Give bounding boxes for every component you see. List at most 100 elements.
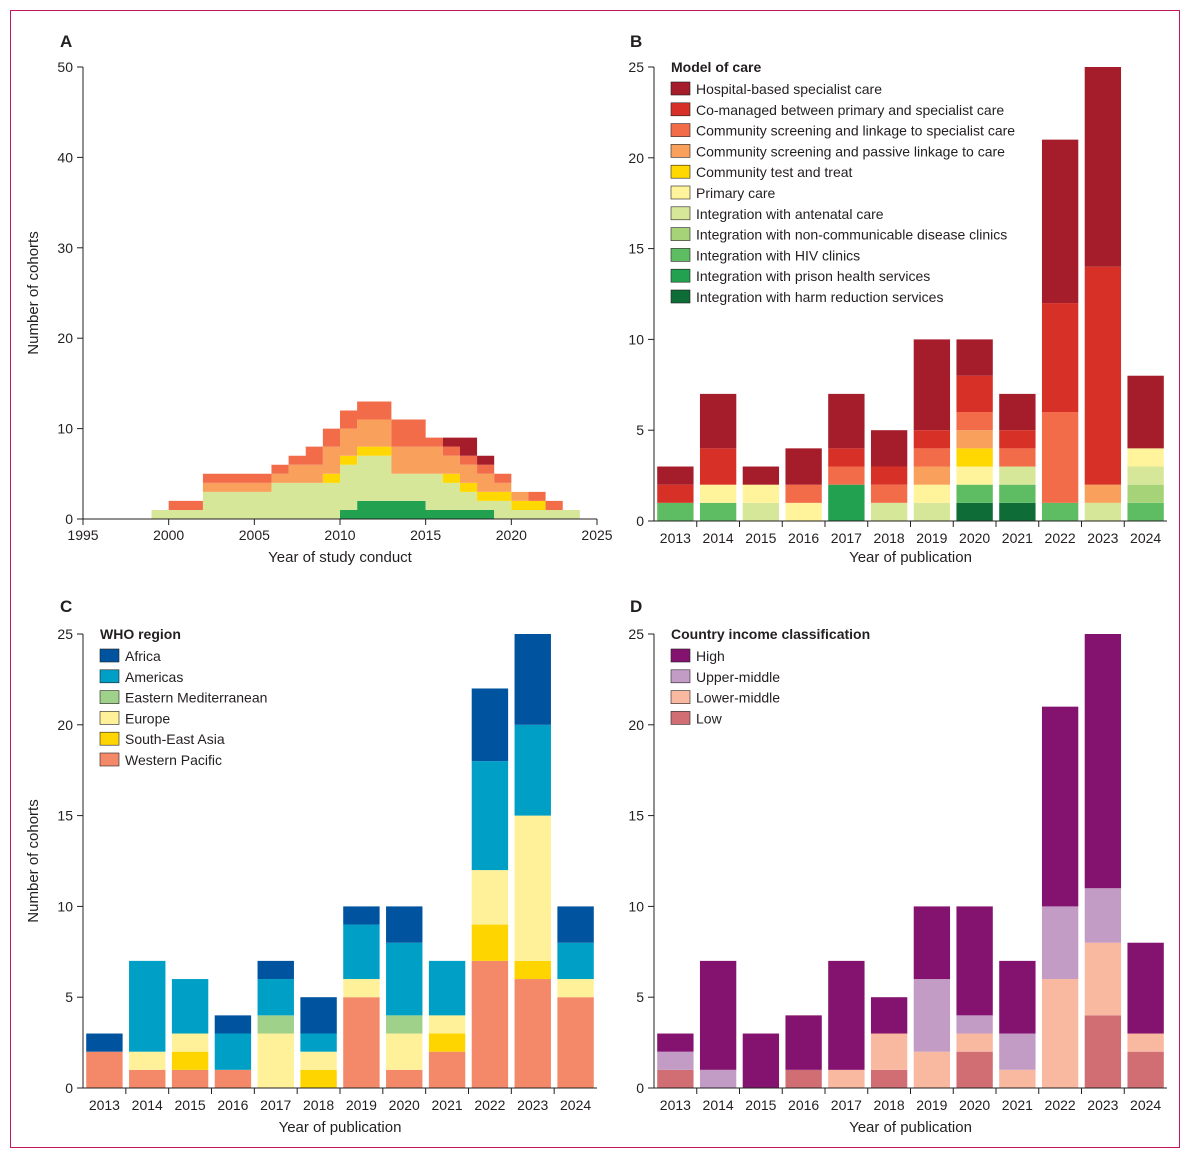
bar-segment <box>870 502 908 521</box>
bar-segment <box>956 375 993 413</box>
bar-segment <box>870 484 908 503</box>
bar-segment <box>699 502 737 521</box>
bar-segment <box>1041 502 1079 521</box>
legend-swatch <box>99 731 120 746</box>
x-axis-label: Year of publication <box>279 1119 402 1136</box>
bar-segment <box>86 1051 123 1088</box>
legend-swatch <box>670 123 691 137</box>
x-tick-label: 2016 <box>788 1097 819 1113</box>
bar-segment <box>1041 906 1079 980</box>
legend-swatch <box>670 711 691 725</box>
bar-segment <box>785 448 822 485</box>
bar-segment <box>557 979 594 998</box>
bar-segment <box>428 1015 466 1034</box>
bar-segment <box>1084 942 1122 1016</box>
bar-segment <box>956 430 993 449</box>
legend-swatch <box>670 669 691 684</box>
bar-segment <box>870 466 908 485</box>
bar-segment <box>214 1015 252 1034</box>
x-tick-label: 2015 <box>745 1097 776 1113</box>
bar-segment <box>1041 139 1079 304</box>
x-tick-label: 2018 <box>874 530 905 546</box>
x-tick-label: 2013 <box>660 530 691 546</box>
x-tick-label: 2017 <box>260 1097 291 1113</box>
bar-segment <box>913 466 951 485</box>
x-tick-label: 2018 <box>303 1097 334 1113</box>
bar-segment <box>742 1033 780 1088</box>
bar-segment <box>828 960 865 1070</box>
y-tick-label: 30 <box>57 240 73 256</box>
x-tick-label: 2016 <box>217 1097 248 1113</box>
bar-segment <box>514 724 551 816</box>
bar-segment <box>828 1069 865 1088</box>
bar-segment <box>956 448 993 467</box>
bar-segment <box>742 484 780 503</box>
bar-segment <box>171 1033 209 1052</box>
x-tick-label: 2013 <box>89 1097 120 1113</box>
legend-swatch <box>99 690 120 704</box>
legend-swatch <box>670 648 691 663</box>
y-tick-label: 20 <box>628 717 644 733</box>
x-tick-label: 2014 <box>703 1097 734 1113</box>
bar-segment <box>913 484 951 503</box>
bar-segment <box>343 997 380 1088</box>
x-tick-label: 2021 <box>432 1097 463 1113</box>
bar-segment <box>514 815 551 961</box>
x-tick-label: 2005 <box>239 527 270 543</box>
legend-swatch <box>670 185 691 200</box>
legend-label: High <box>696 648 725 664</box>
bar-segment <box>1127 1033 1164 1052</box>
panel-label: B <box>630 32 642 51</box>
bar-segment <box>828 393 865 449</box>
bar-segment <box>785 1015 822 1070</box>
x-tick-label: 2024 <box>1130 1097 1161 1113</box>
x-tick-label: 2017 <box>831 1097 862 1113</box>
legend-label: Integration with prison health services <box>696 268 930 284</box>
legend-swatch <box>670 206 691 221</box>
x-tick-label: 2023 <box>1087 1097 1118 1113</box>
y-tick-label: 0 <box>65 1080 73 1096</box>
y-tick-label: 5 <box>636 422 644 438</box>
bar-segment <box>828 448 865 467</box>
bar-segment <box>129 1069 166 1088</box>
x-tick-label: 2020 <box>389 1097 420 1113</box>
legend-label: Lower-middle <box>696 690 780 706</box>
bar-segment <box>956 484 993 503</box>
y-tick-label: 15 <box>628 241 644 257</box>
bar-segment <box>214 1033 252 1070</box>
legend: WHO region Africa Americas Eastern Mediterr… <box>99 626 267 768</box>
y-tick-label: 10 <box>628 898 644 914</box>
y-tick-label: 20 <box>57 717 73 733</box>
legend-label: Low <box>696 710 723 726</box>
x-tick-label: 2013 <box>660 1097 691 1113</box>
bar-segment <box>999 393 1036 431</box>
legend-label: Co-managed between primary and specialis… <box>696 102 1004 118</box>
legend-swatch <box>99 669 120 684</box>
x-tick-label: 2015 <box>410 527 441 543</box>
bar-segment <box>657 502 694 521</box>
bar-segment <box>514 634 551 725</box>
bar-segment <box>657 1033 694 1052</box>
x-tick-label: 2025 <box>581 527 612 543</box>
area-series-6 <box>100 455 580 519</box>
bar-segment <box>471 870 509 925</box>
bar-segment <box>785 484 822 503</box>
bar-segment <box>257 979 294 1016</box>
legend-swatch <box>670 227 691 241</box>
legend-label: Integration with antenatal care <box>696 206 884 222</box>
bar-segment <box>657 1069 694 1088</box>
bar-segment <box>699 1069 737 1088</box>
x-tick-label: 2023 <box>1087 530 1118 546</box>
legend-label: Community screening and linkage to speci… <box>696 123 1015 139</box>
y-tick-label: 5 <box>636 989 644 1005</box>
bar-segment <box>514 960 551 980</box>
bar-segment <box>999 1069 1036 1088</box>
bar-segment <box>386 1069 423 1088</box>
bar-segment <box>1127 466 1164 485</box>
bar-segment <box>956 502 993 521</box>
bar-segment <box>913 339 951 431</box>
bar-segment <box>1041 412 1079 503</box>
legend-swatch <box>670 102 691 117</box>
legend-label: Hospital-based specialist care <box>696 81 882 97</box>
bar-segment <box>657 1051 694 1070</box>
